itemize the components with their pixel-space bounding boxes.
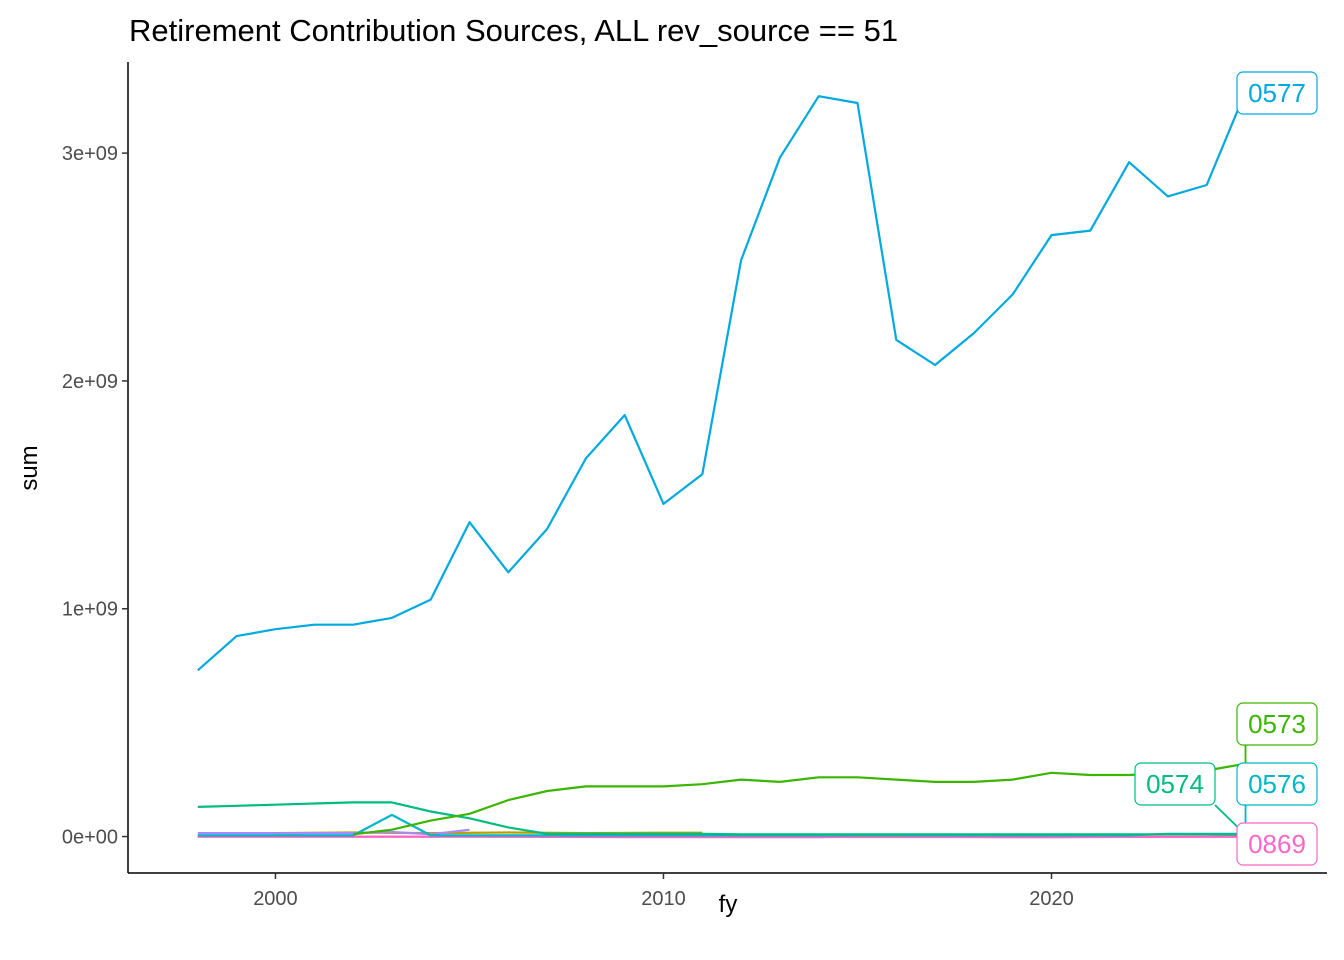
plot-area xyxy=(197,91,1247,839)
label-box-0869 xyxy=(1236,822,1318,866)
series-label-0577: 0577 xyxy=(1248,78,1306,108)
label-box-0573 xyxy=(1236,702,1318,746)
series-label-0573: 0573 xyxy=(1248,709,1306,739)
x-tick-label: 2010 xyxy=(641,888,686,910)
x-tick-label: 2000 xyxy=(253,888,298,910)
series-label-0869: 0869 xyxy=(1248,829,1306,859)
y-tick-label: 2e+09 xyxy=(62,371,118,393)
y-tick-label: 3e+09 xyxy=(62,143,118,165)
y-axis-ticks: 0e+00 1e+09 2e+09 3e+09 xyxy=(62,143,128,849)
series-label-0574: 0574 xyxy=(1146,769,1204,799)
y-axis-title: sum xyxy=(16,445,43,490)
label-box-0576 xyxy=(1236,762,1318,806)
x-tick-label: 2020 xyxy=(1029,888,1074,910)
series-line-0576 xyxy=(197,813,1246,837)
series-line-0573 xyxy=(352,762,1246,836)
series-end-labels: 0577 0573 0574 0576 0869 xyxy=(1134,71,1318,866)
chart-title: Retirement Contribution Sources, ALL rev… xyxy=(129,13,898,48)
y-tick-label: 1e+09 xyxy=(62,599,118,621)
series-line-0869 xyxy=(197,835,1246,839)
label-box-0577 xyxy=(1236,71,1318,115)
series-label-0576: 0576 xyxy=(1248,769,1306,799)
x-axis-title: fy xyxy=(719,891,738,918)
label-box-0574 xyxy=(1134,762,1216,806)
series-line-0577 xyxy=(197,91,1247,672)
y-tick-label: 0e+00 xyxy=(62,827,118,849)
series-line-0574 xyxy=(197,801,1246,836)
x-axis-ticks: 2000 2010 2020 xyxy=(253,873,1074,910)
